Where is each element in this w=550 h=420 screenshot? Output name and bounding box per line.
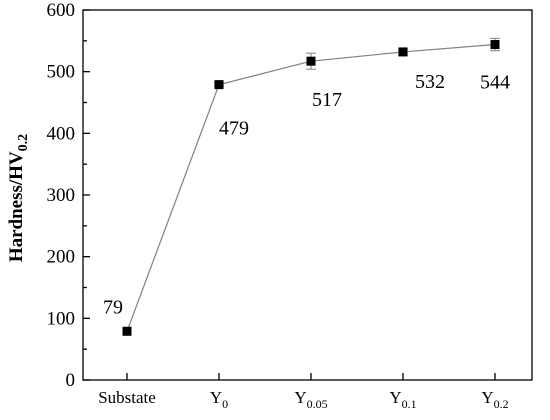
data-label-2: 517 bbox=[312, 89, 342, 111]
y-axis-title: Hardness/HV0.2 bbox=[6, 134, 31, 262]
y-tick-label-600: 600 bbox=[47, 0, 76, 21]
x-category-label-1: Y0 bbox=[210, 388, 228, 411]
y-tick-label-500: 500 bbox=[47, 62, 76, 83]
x-category-label-4: Y0.2 bbox=[481, 388, 508, 411]
data-label-3: 532 bbox=[415, 71, 445, 93]
y-tick-label-200: 200 bbox=[47, 247, 76, 268]
y-axis-title-base: Hardness/HV bbox=[6, 151, 27, 262]
data-point-4 bbox=[490, 40, 500, 50]
x-category-label-2: Y0.05 bbox=[294, 388, 327, 411]
x-category-label-3: Y0.1 bbox=[389, 388, 416, 411]
plot-area: 0 100 200 300 400 500 600 Substate Y0 Y0.05 Y0.1 Y0… bbox=[47, 0, 533, 411]
data-point-0 bbox=[122, 326, 132, 336]
data-point-1 bbox=[214, 80, 224, 90]
y-axis-title-sub: 0.2 bbox=[16, 134, 31, 152]
y-tick-label-400: 400 bbox=[47, 123, 76, 144]
y-tick-label-100: 100 bbox=[47, 308, 76, 329]
data-point-2 bbox=[306, 56, 316, 66]
x-category-label-0: Substate bbox=[98, 388, 156, 407]
y-tick-label-0: 0 bbox=[66, 370, 76, 391]
data-label-4: 544 bbox=[480, 72, 510, 94]
y-tick-label-300: 300 bbox=[47, 185, 76, 206]
data-label-1: 479 bbox=[219, 118, 249, 140]
data-label-0: 79 bbox=[103, 296, 123, 318]
data-point-3 bbox=[398, 47, 408, 57]
